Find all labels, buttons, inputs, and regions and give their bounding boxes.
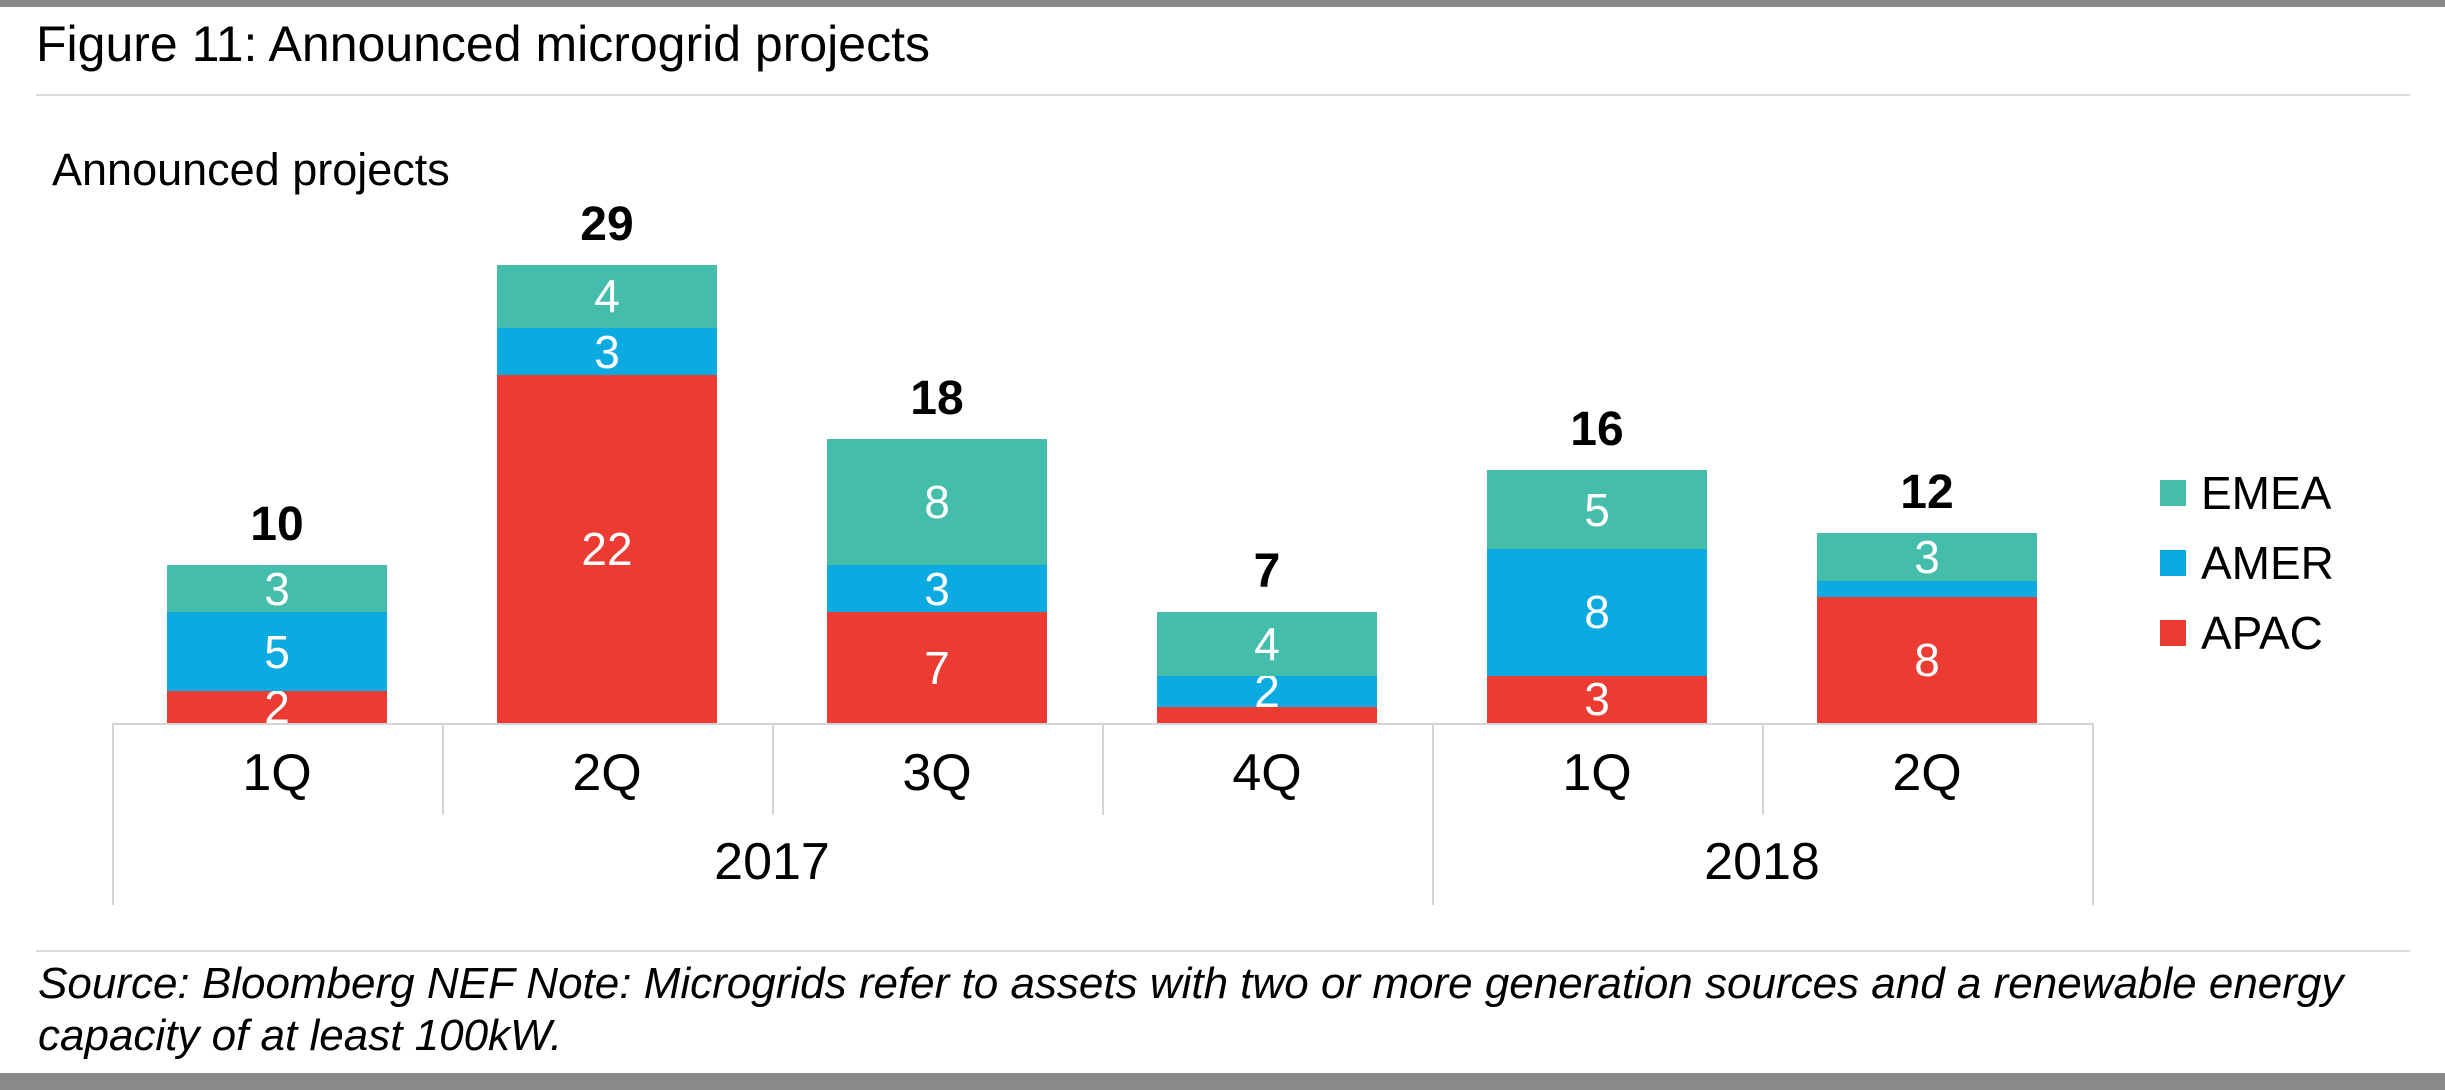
bar-value-label: 8	[1914, 633, 1940, 686]
axis-table-divider	[1762, 723, 1764, 815]
x-axis-label-quarter: 2Q	[1892, 744, 1962, 802]
bar-segment-amer: 5	[167, 612, 387, 692]
chart-legend: EMEA AMER APAC	[2160, 458, 2334, 668]
bar-value-label: 4	[1254, 618, 1280, 671]
legend-swatch-apac	[2160, 620, 2186, 646]
bar-segment-emea: 4	[497, 264, 717, 329]
x-axis-label-quarter: 1Q	[242, 744, 312, 802]
axis-table-border	[2092, 723, 2094, 905]
bar-segment-emea: 5	[1487, 470, 1707, 550]
axis-table-divider	[1102, 723, 1104, 815]
bar-value-label: 7	[924, 641, 950, 694]
x-axis-label-quarter: 1Q	[1562, 744, 1632, 802]
top-frame-bar	[0, 0, 2445, 7]
stacked-bar-3q-2: 7 3 8	[827, 438, 1047, 723]
bar-total-label: 12	[1900, 466, 1954, 520]
bar-total-label: 29	[580, 197, 634, 251]
x-axis-label-quarter: 3Q	[902, 744, 972, 802]
source-divider	[36, 950, 2410, 952]
bar-segment-amer: 3	[827, 562, 1047, 615]
x-axis-year-row: 2017 2018	[112, 815, 2092, 905]
bar-segment-emea: 3	[1817, 531, 2037, 584]
bar-value-label: 5	[264, 625, 290, 678]
figure-title: Figure 11: Announced microgrid projects	[36, 16, 930, 72]
bar-segment-apac: 22	[497, 375, 717, 723]
legend-label: EMEA	[2201, 467, 2332, 519]
title-divider	[36, 94, 2410, 96]
stacked-bar-1q-4: 3 8 5	[1487, 470, 1707, 723]
legend-swatch-amer	[2160, 550, 2186, 576]
bar-segment-amer	[1817, 580, 2037, 597]
legend-swatch-emea	[2160, 480, 2186, 506]
legend-label: APAC	[2201, 607, 2323, 659]
bar-segment-apac: 8	[1817, 596, 2037, 723]
bar-value-label: 8	[1584, 586, 1610, 639]
bar-value-label: 2	[1254, 665, 1280, 718]
bar-value-label: 2	[264, 681, 290, 734]
legend-item-amer: AMER	[2160, 528, 2334, 598]
stacked-bar-2q-1: 22 3 4	[497, 264, 717, 723]
axis-table-border	[1432, 723, 1434, 905]
legend-item-apac: APAC	[2160, 598, 2334, 668]
bar-segment-emea: 8	[827, 438, 1047, 566]
bar-total-label: 10	[250, 498, 304, 551]
axis-table-divider	[442, 723, 444, 815]
bar-segment-amer: 3	[497, 325, 717, 378]
bar-value-label: 5	[1584, 483, 1610, 536]
bar-segment-apac	[1157, 707, 1377, 723]
source-note: Source: Bloomberg NEF Note: Microgrids r…	[38, 959, 2344, 1060]
bar-value-label: 4	[594, 270, 620, 323]
stacked-bar-1q-0: 2 5 3	[167, 562, 387, 730]
bar-value-label: 3	[1914, 531, 1940, 584]
bar-segment-emea: 3	[167, 562, 387, 615]
x-axis-label-year: 2017	[714, 833, 830, 891]
bar-total-label: 7	[1253, 545, 1281, 599]
bar-value-label: 3	[924, 562, 950, 615]
legend-item-emea: EMEA	[2160, 458, 2334, 528]
bar-segment-emea: 4	[1157, 612, 1377, 676]
bar-total-label: 16	[1570, 403, 1624, 457]
bar-segment-apac: 7	[827, 612, 1047, 723]
bottom-frame-bar	[0, 1073, 2445, 1090]
bar-value-label: 3	[594, 325, 620, 378]
x-axis-label-quarter: 4Q	[1232, 744, 1302, 802]
bar-value-label: 8	[924, 475, 950, 528]
bar-segment-amer: 2	[1157, 668, 1377, 714]
bar-segment-apac: 3	[1487, 673, 1707, 726]
axis-table-border	[112, 723, 114, 905]
x-axis-label-quarter: 2Q	[572, 744, 642, 802]
bar-value-label: 3	[1584, 673, 1610, 726]
bar-segment-amer: 8	[1487, 549, 1707, 676]
legend-label: AMER	[2201, 537, 2334, 589]
x-axis-quarter-row: 1Q 2Q 3Q 4Q 1Q 2Q	[112, 723, 2092, 815]
bar-total-label: 18	[910, 371, 964, 425]
chart-heading: Announced projects	[52, 144, 450, 195]
axis-table-divider	[772, 723, 774, 815]
bar-value-label: 22	[581, 523, 633, 576]
bar-value-label: 3	[264, 562, 290, 615]
bar-segment-apac: 2	[167, 684, 387, 730]
x-axis-label-year: 2018	[1704, 833, 1820, 891]
